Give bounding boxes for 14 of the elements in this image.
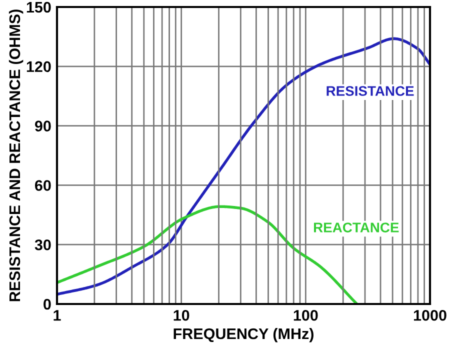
series-label: RESISTANCE xyxy=(326,86,414,96)
y-tick-label: 30 xyxy=(34,239,51,250)
y-tick-label: 90 xyxy=(34,120,51,132)
y-tick-label: 150 xyxy=(26,2,51,13)
y-axis-title: RESISTANCE AND REACTANCE (OHMS) xyxy=(8,10,24,302)
y-tick-label: 60 xyxy=(35,180,51,191)
x-tick-label: 1000 xyxy=(414,310,446,321)
series-label: REACTANCE xyxy=(314,222,399,232)
x-axis-title: FREQUENCY (MHz) xyxy=(174,328,314,342)
x-tick-label: 10 xyxy=(174,310,190,321)
x-tick-label: 1 xyxy=(54,310,61,321)
y-tick-label: 0 xyxy=(44,298,51,310)
x-tick-label: 100 xyxy=(294,310,318,321)
y-tick-label: 120 xyxy=(26,61,51,72)
